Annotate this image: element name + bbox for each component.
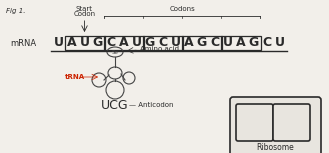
FancyBboxPatch shape [230, 97, 321, 153]
Bar [104, 35, 143, 50]
Text: U: U [274, 36, 285, 49]
Bar [220, 35, 261, 50]
Text: A: A [184, 36, 193, 49]
Bar [142, 35, 183, 50]
Text: C: C [262, 36, 271, 49]
Text: mRNA: mRNA [10, 39, 36, 48]
Text: C: C [158, 36, 167, 49]
Text: U: U [132, 36, 141, 49]
Text: U: U [54, 36, 63, 49]
Text: U: U [80, 36, 89, 49]
Text: G: G [196, 36, 207, 49]
FancyBboxPatch shape [236, 104, 273, 141]
Text: Amino acid: Amino acid [140, 46, 179, 52]
Text: U: U [170, 36, 181, 49]
Text: — Anticodon: — Anticodon [129, 102, 173, 108]
Text: G: G [144, 36, 155, 49]
Text: Se: Se [112, 50, 118, 54]
Text: U: U [222, 36, 233, 49]
Text: Codons: Codons [169, 6, 195, 12]
Text: Codon: Codon [73, 11, 95, 17]
Text: G: G [92, 36, 103, 49]
FancyBboxPatch shape [273, 104, 310, 141]
Text: UCG: UCG [101, 99, 129, 112]
Text: Ribosome: Ribosome [257, 142, 294, 151]
Text: Fig 1.: Fig 1. [6, 8, 26, 14]
Text: tRNA: tRNA [65, 74, 85, 80]
Text: A: A [67, 36, 76, 49]
Bar [182, 35, 221, 50]
Text: C: C [106, 36, 115, 49]
Text: A: A [119, 36, 128, 49]
Text: C: C [210, 36, 219, 49]
Text: Start: Start [76, 6, 93, 12]
Bar [64, 35, 105, 50]
Text: A: A [236, 36, 245, 49]
Text: G: G [248, 36, 259, 49]
